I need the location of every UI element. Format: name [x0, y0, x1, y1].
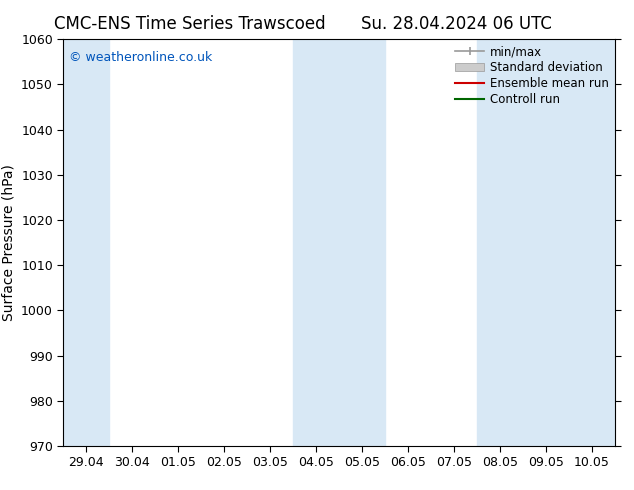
Legend: min/max, Standard deviation, Ensemble mean run, Controll run: min/max, Standard deviation, Ensemble me…	[453, 43, 611, 108]
Bar	[477, 39, 615, 446]
Bar	[63, 39, 110, 446]
Bar	[293, 39, 385, 446]
Text: CMC-ENS Time Series Trawscoed: CMC-ENS Time Series Trawscoed	[55, 15, 326, 33]
Text: Su. 28.04.2024 06 UTC: Su. 28.04.2024 06 UTC	[361, 15, 552, 33]
Y-axis label: Surface Pressure (hPa): Surface Pressure (hPa)	[1, 164, 16, 321]
Text: © weatheronline.co.uk: © weatheronline.co.uk	[69, 51, 212, 64]
